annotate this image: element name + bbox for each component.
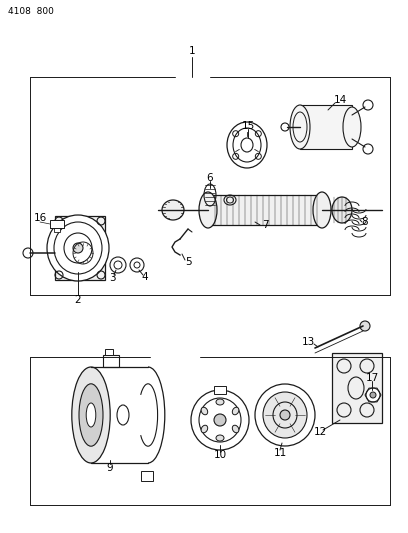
Bar	[300, 105, 352, 149]
Bar	[214, 386, 226, 394]
Text: 13: 13	[302, 337, 315, 347]
Ellipse shape	[255, 384, 315, 446]
Circle shape	[370, 392, 376, 398]
Ellipse shape	[216, 399, 224, 405]
Ellipse shape	[232, 407, 239, 415]
Ellipse shape	[263, 392, 307, 438]
Text: 6: 6	[207, 173, 213, 183]
Text: 8: 8	[361, 217, 368, 227]
Text: 7: 7	[262, 220, 268, 230]
Text: 4: 4	[142, 272, 149, 282]
Circle shape	[366, 388, 380, 402]
Ellipse shape	[214, 414, 226, 426]
Ellipse shape	[313, 192, 331, 228]
Text: 5: 5	[185, 257, 191, 267]
Circle shape	[363, 144, 373, 154]
Circle shape	[363, 100, 373, 110]
Text: 14: 14	[333, 95, 347, 105]
Ellipse shape	[191, 390, 249, 450]
Ellipse shape	[73, 243, 83, 253]
Ellipse shape	[199, 192, 217, 228]
Bar	[103, 355, 119, 367]
Bar	[332, 353, 382, 423]
Ellipse shape	[232, 425, 239, 433]
Text: 2: 2	[75, 295, 81, 305]
Ellipse shape	[72, 367, 110, 463]
Ellipse shape	[79, 384, 103, 446]
Ellipse shape	[201, 425, 208, 433]
Ellipse shape	[280, 410, 290, 420]
Ellipse shape	[290, 105, 310, 149]
Bar	[54, 228, 60, 232]
Text: 4108  800: 4108 800	[8, 7, 54, 16]
Text: 17: 17	[366, 373, 379, 383]
Bar	[208, 195, 323, 225]
Ellipse shape	[343, 107, 361, 147]
Ellipse shape	[86, 403, 96, 427]
Bar	[141, 471, 153, 481]
Ellipse shape	[47, 215, 109, 281]
Text: 15: 15	[242, 121, 255, 131]
Ellipse shape	[332, 197, 352, 223]
Ellipse shape	[201, 407, 208, 415]
Text: 16: 16	[33, 213, 47, 223]
Text: 10: 10	[213, 450, 226, 460]
Ellipse shape	[216, 435, 224, 441]
Bar	[105, 349, 113, 355]
Ellipse shape	[162, 200, 184, 220]
Bar	[50, 220, 64, 228]
Text: 1: 1	[188, 46, 195, 56]
Text: 12: 12	[313, 427, 327, 437]
Text: 9: 9	[106, 463, 113, 473]
Text: 3: 3	[109, 273, 115, 283]
Text: 11: 11	[273, 448, 287, 458]
Circle shape	[360, 321, 370, 331]
Bar	[55, 216, 105, 280]
